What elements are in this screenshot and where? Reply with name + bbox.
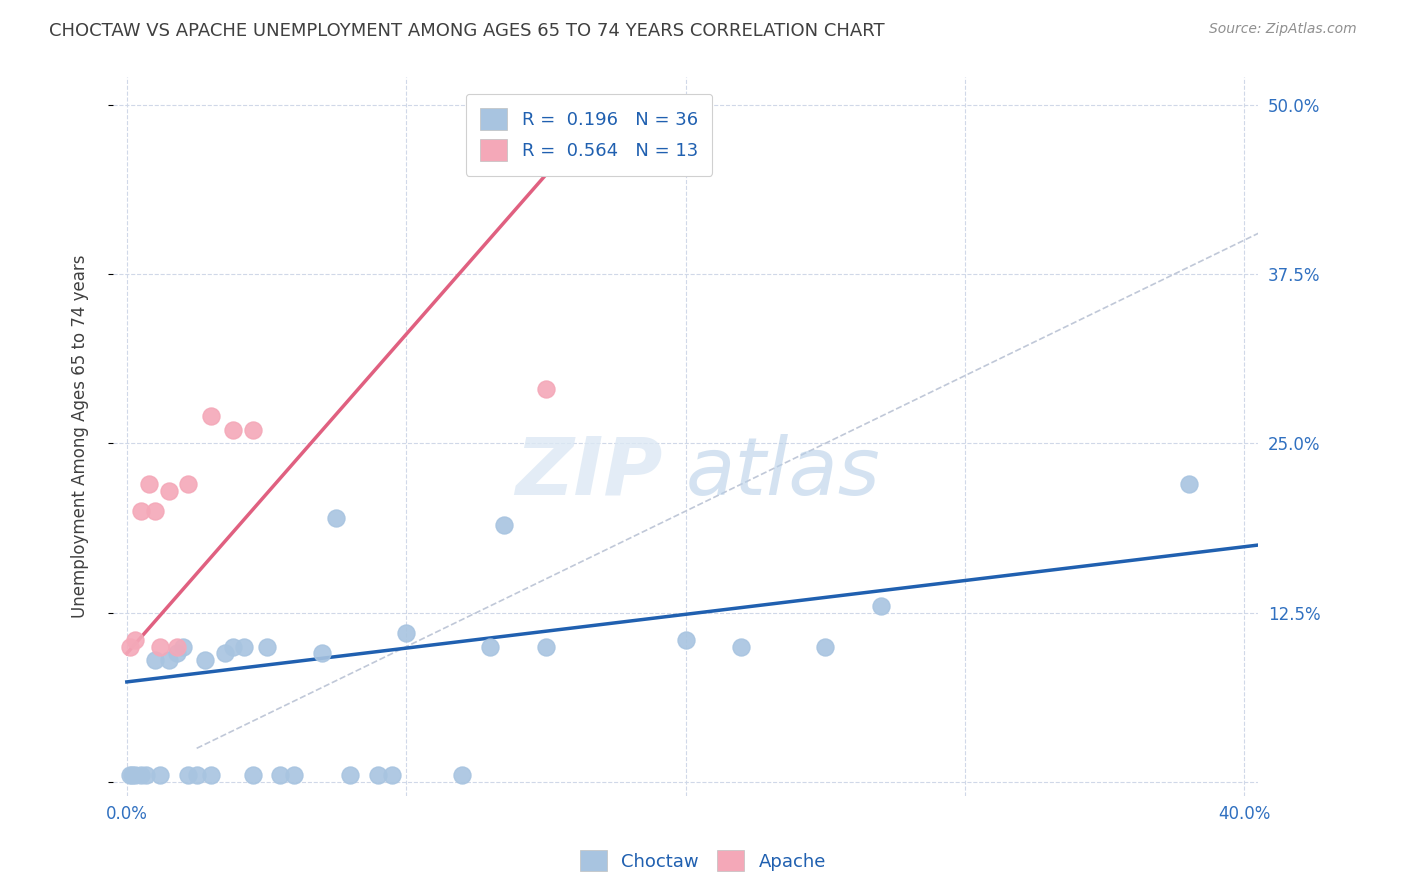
Point bbox=[242, 768, 264, 782]
Point bbox=[118, 768, 141, 782]
Point bbox=[200, 409, 222, 424]
Text: CHOCTAW VS APACHE UNEMPLOYMENT AMONG AGES 65 TO 74 YEARS CORRELATION CHART: CHOCTAW VS APACHE UNEMPLOYMENT AMONG AGE… bbox=[49, 22, 884, 40]
Point bbox=[730, 640, 752, 654]
Point bbox=[118, 640, 141, 654]
Point bbox=[311, 647, 333, 661]
Point bbox=[870, 599, 893, 613]
Point bbox=[157, 653, 180, 667]
Point bbox=[157, 483, 180, 498]
Text: ZIP: ZIP bbox=[516, 434, 662, 511]
Point bbox=[149, 768, 172, 782]
Point bbox=[381, 768, 404, 782]
Point bbox=[143, 653, 166, 667]
Point bbox=[325, 511, 347, 525]
Legend: Choctaw, Apache: Choctaw, Apache bbox=[572, 843, 834, 879]
Point bbox=[124, 768, 146, 782]
Point bbox=[283, 768, 305, 782]
Point bbox=[367, 768, 389, 782]
Point bbox=[177, 477, 200, 491]
Point bbox=[129, 768, 152, 782]
Point bbox=[492, 517, 515, 532]
Point bbox=[534, 382, 557, 396]
Point bbox=[166, 647, 188, 661]
Point bbox=[194, 653, 217, 667]
Point bbox=[143, 504, 166, 518]
Point bbox=[451, 768, 474, 782]
Point bbox=[233, 640, 256, 654]
Point bbox=[675, 632, 697, 647]
Point bbox=[214, 647, 236, 661]
Point bbox=[129, 504, 152, 518]
Point bbox=[1177, 477, 1199, 491]
Point bbox=[124, 632, 146, 647]
Point bbox=[166, 640, 188, 654]
Point bbox=[242, 423, 264, 437]
Point bbox=[222, 640, 245, 654]
Point bbox=[269, 768, 291, 782]
Legend: R =  0.196   N = 36, R =  0.564   N = 13: R = 0.196 N = 36, R = 0.564 N = 13 bbox=[465, 94, 713, 176]
Point bbox=[339, 768, 361, 782]
Point bbox=[172, 640, 194, 654]
Y-axis label: Unemployment Among Ages 65 to 74 years: Unemployment Among Ages 65 to 74 years bbox=[72, 255, 89, 618]
Text: Source: ZipAtlas.com: Source: ZipAtlas.com bbox=[1209, 22, 1357, 37]
Point bbox=[534, 640, 557, 654]
Point bbox=[814, 640, 837, 654]
Point bbox=[256, 640, 278, 654]
Point bbox=[138, 477, 160, 491]
Point bbox=[200, 768, 222, 782]
Point bbox=[177, 768, 200, 782]
Text: atlas: atlas bbox=[686, 434, 880, 511]
Point bbox=[186, 768, 208, 782]
Point bbox=[149, 640, 172, 654]
Point bbox=[479, 640, 502, 654]
Point bbox=[121, 768, 143, 782]
Point bbox=[222, 423, 245, 437]
Point bbox=[135, 768, 157, 782]
Point bbox=[395, 626, 418, 640]
